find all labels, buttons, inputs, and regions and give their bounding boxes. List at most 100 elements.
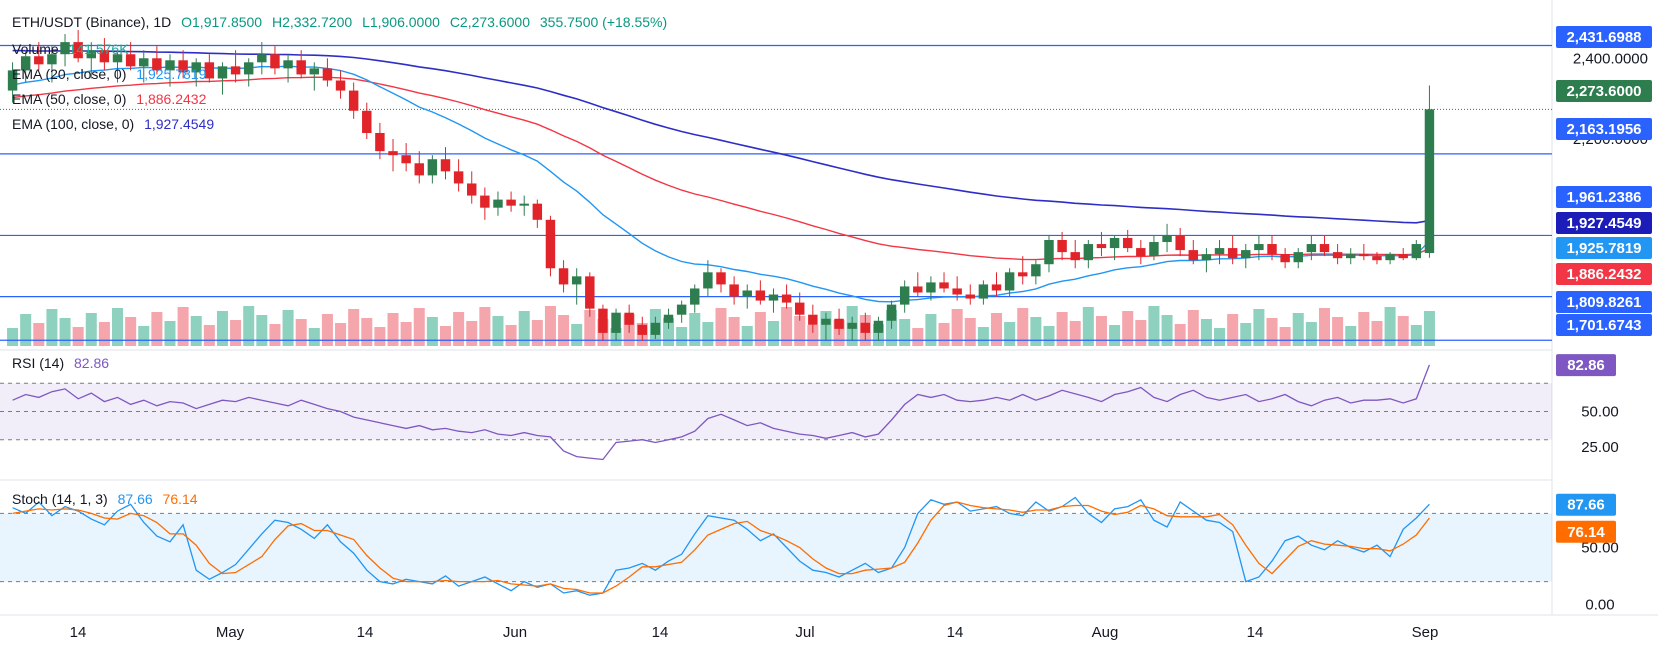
candle-body: [1083, 244, 1094, 261]
stoch-d-badge: [1556, 520, 1616, 543]
time-axis-label: Aug: [1092, 624, 1119, 641]
volume-bar: [1227, 314, 1239, 346]
volume-bar: [794, 316, 806, 346]
volume-bar: [1135, 320, 1147, 346]
candle-body: [152, 58, 162, 71]
stoch-legend: Stoch (14, 1, 3) 87.66 76.14: [12, 491, 204, 508]
ema100-line: [12, 49, 1430, 224]
volume-bar: [990, 313, 1003, 346]
volume-bar: [571, 324, 583, 346]
candle-body: [34, 56, 44, 65]
candle-body: [913, 286, 923, 293]
volume-bar: [335, 323, 347, 346]
volume-bar: [676, 327, 688, 346]
volume-bar: [1253, 309, 1265, 346]
volume-bar: [400, 322, 412, 346]
volume-bar: [151, 312, 163, 346]
candle-body: [755, 290, 766, 301]
candle-body: [965, 294, 975, 299]
volume-bar: [702, 322, 714, 346]
volume-bar: [977, 327, 989, 346]
candle-body: [506, 199, 516, 206]
volume-bar: [1174, 324, 1186, 346]
rsi-line: [12, 364, 1431, 461]
volume-bar: [72, 327, 84, 346]
candle-body: [1385, 254, 1395, 261]
volume-bar: [1214, 328, 1226, 346]
open-value: O1,917.8500: [181, 14, 263, 30]
price-badge-label: 1,961.2386: [1566, 189, 1641, 206]
candle-body: [7, 70, 18, 91]
stoch-k-line: [12, 496, 1430, 596]
rsi-badge-label: 82.86: [1567, 357, 1605, 374]
volume-bar: [308, 328, 320, 346]
volume-bar: [1043, 326, 1055, 346]
stoch-d-line: [12, 501, 1430, 594]
candle-body: [821, 318, 831, 325]
ohlc-legend: ETH/USDT (Binance), 1D O1,917.8500 H2,33…: [12, 14, 673, 31]
candle-body: [860, 322, 871, 333]
rsi-legend: RSI (14) 82.86: [12, 355, 115, 372]
volume-bar: [492, 316, 504, 346]
volume-bar: [348, 309, 360, 346]
candle-body: [322, 68, 333, 81]
time-axis-label: 14: [652, 624, 669, 641]
candle-body: [427, 159, 438, 176]
volume-bar: [1095, 316, 1107, 346]
price-tick-label: 2,400.0000: [1573, 50, 1648, 67]
volume-bar: [138, 326, 150, 346]
volume-bar: [46, 309, 58, 346]
candle-body: [467, 183, 477, 196]
price-badge-label: 2,273.6000: [1566, 83, 1641, 100]
candle-body: [440, 159, 451, 172]
volume-bar: [964, 318, 976, 346]
candle-body: [808, 314, 818, 325]
candle-body: [191, 62, 201, 73]
candle-body: [1267, 244, 1277, 255]
volume-bar: [1240, 323, 1252, 346]
stoch-k-badge-label: 87.66: [1567, 497, 1605, 514]
volume-bar: [374, 327, 386, 346]
low-value: L1,906.0000: [362, 14, 440, 30]
candle-body: [1201, 254, 1212, 261]
volume-bar: [85, 313, 97, 346]
time-axis-label: 14: [1247, 624, 1264, 641]
candle-body: [598, 308, 608, 333]
candle-body: [296, 60, 306, 75]
volume-bar: [59, 318, 71, 346]
price-badge: [1556, 26, 1652, 48]
candle-body: [939, 282, 949, 289]
ema20-legend: EMA (20, close, 0) 1,925.7819: [12, 66, 212, 83]
rsi-label: RSI (14): [12, 355, 65, 371]
volume-bar: [164, 321, 176, 346]
rsi-tick-label: 50.00: [1581, 403, 1619, 420]
ema50-line: [12, 76, 1430, 261]
candle-body: [480, 195, 490, 208]
candle-body: [585, 276, 595, 309]
price-badge-label: 1,809.8261: [1566, 294, 1641, 311]
volume-bar: [1410, 325, 1422, 346]
candle-body: [1162, 235, 1172, 243]
candle-body: [414, 163, 424, 176]
candle-body: [1319, 244, 1330, 253]
rsi-value: 82.86: [74, 355, 110, 371]
candle-body: [1149, 242, 1159, 257]
volume-bar: [728, 317, 740, 346]
time-axis-label: 14: [357, 624, 374, 641]
volume-value: 141.576K: [68, 41, 129, 57]
candle-body: [335, 80, 346, 91]
volume-bar: [1069, 321, 1081, 346]
candle-body: [716, 272, 726, 285]
volume-bar: [767, 321, 779, 346]
time-axis-label: Jun: [503, 624, 527, 641]
candle-body: [1188, 250, 1199, 261]
candle-body: [1424, 109, 1435, 253]
rsi-badge: [1556, 354, 1616, 377]
volume-bar: [439, 326, 452, 346]
volume-bar: [1292, 313, 1304, 346]
candle-body: [309, 68, 320, 75]
volume-bar: [754, 312, 766, 346]
candle-body: [1306, 244, 1317, 253]
